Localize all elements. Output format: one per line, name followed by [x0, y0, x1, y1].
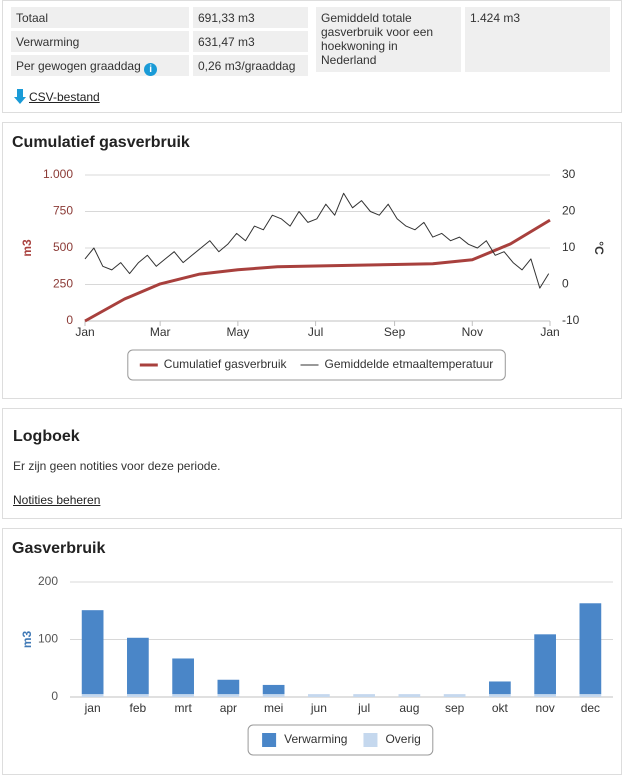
legend-box [247, 724, 434, 756]
bar [398, 694, 421, 697]
legend: Cumulatief gasverbruik Gemiddelde etmaalt… [127, 349, 506, 381]
x-tick-label: jun [310, 701, 327, 715]
y-tick-label: 1.000 [43, 167, 73, 181]
y2-tick-label: 30 [562, 167, 576, 181]
chart-title: Cumulatief gasverbruik [12, 134, 190, 151]
row-label: Verwarming [11, 31, 189, 52]
y-tick-label: 100 [38, 632, 58, 646]
y-tick-label: 0 [66, 313, 73, 327]
x-tick-label: May [227, 325, 250, 339]
row-label-cell: Per gewogen graaddag i [11, 55, 189, 76]
series-line [84, 192, 550, 289]
y-axis-label: m3 [20, 631, 34, 649]
row-value: 0,26 m3/graaddag [193, 55, 308, 76]
x-tick-label: jan [84, 701, 101, 715]
notes-link[interactable]: Notities beheren [13, 493, 101, 507]
legend-swatch [363, 733, 378, 747]
legend-label: Overig [385, 732, 420, 746]
legend-swatch [262, 733, 277, 747]
x-tick-label: jul [357, 701, 370, 715]
bar [534, 694, 556, 697]
average-value: 1.424 m3 [465, 7, 610, 72]
y2-axis-label: °C [592, 241, 606, 255]
y-tick-label: 500 [53, 240, 73, 254]
logbook-title: Logboek [13, 428, 80, 445]
bar [127, 637, 149, 695]
bar [217, 694, 240, 697]
bar [262, 694, 285, 697]
x-tick-label: Sep [384, 325, 406, 339]
chart-title: Gasverbruik [12, 540, 105, 557]
legend-label: Cumulatief gasverbruik [164, 357, 288, 371]
y-tick-label: 250 [53, 277, 73, 291]
legend-label: Verwarming [284, 732, 347, 746]
y2-tick-label: 0 [562, 277, 569, 291]
x-tick-label: aug [399, 701, 419, 715]
bar [172, 694, 194, 697]
bar [489, 694, 511, 697]
logbook-panel: Logboek Er zijn geen notities voor deze … [2, 408, 622, 519]
x-tick-label: Mar [150, 325, 171, 339]
x-tick-label: Jan [75, 325, 94, 339]
y-tick-label: 750 [53, 204, 73, 218]
bar [308, 694, 330, 697]
csv-link[interactable]: CSV-bestand [29, 90, 100, 104]
row-label: Per gewogen graaddag [16, 59, 141, 73]
bar [579, 694, 602, 697]
x-tick-label: Jan [540, 325, 559, 339]
bar [489, 681, 511, 695]
x-tick-label: dec [581, 701, 600, 715]
series-line [84, 218, 551, 323]
row-value: 691,33 m3 [193, 7, 308, 28]
legend: Verwarming Overig [247, 724, 434, 756]
x-tick-label: sep [445, 701, 465, 715]
x-tick-label: Nov [462, 325, 483, 339]
y2-tick-label: 10 [562, 240, 576, 254]
download-icon [14, 89, 26, 104]
x-tick-label: apr [220, 701, 237, 715]
bar [579, 603, 602, 695]
summary-panel: Totaal 691,33 m3 Verwarming 631,47 m3 Pe… [2, 0, 622, 113]
y2-tick-label: -10 [562, 313, 580, 327]
logbook-text: Er zijn geen notities voor deze periode. [13, 459, 221, 473]
x-tick-label: mrt [174, 701, 192, 715]
info-icon[interactable]: i [144, 63, 158, 76]
row-label: Totaal [11, 7, 189, 28]
bar [81, 610, 104, 695]
legend-label: Gemiddelde etmaaltemperatuur [325, 357, 494, 371]
bar [217, 679, 240, 695]
x-tick-label: mei [264, 701, 283, 715]
bar [443, 694, 466, 697]
y2-tick-label: 20 [562, 204, 576, 218]
bar [172, 658, 194, 695]
y-axis-label: m3 [20, 239, 34, 257]
row-value: 631,47 m3 [193, 31, 308, 52]
x-tick-label: Jul [308, 325, 323, 339]
bar [262, 684, 285, 695]
bar [127, 694, 149, 697]
y-tick-label: 200 [38, 574, 58, 588]
y-tick-label: 0 [51, 689, 58, 703]
x-tick-label: feb [130, 701, 147, 715]
bar [81, 694, 104, 697]
average-label: Gemiddeld totale gasverbruik voor een ho… [316, 7, 461, 72]
bar [534, 634, 556, 695]
x-tick-label: okt [492, 701, 509, 715]
bar [353, 694, 375, 697]
x-tick-label: nov [535, 701, 554, 715]
